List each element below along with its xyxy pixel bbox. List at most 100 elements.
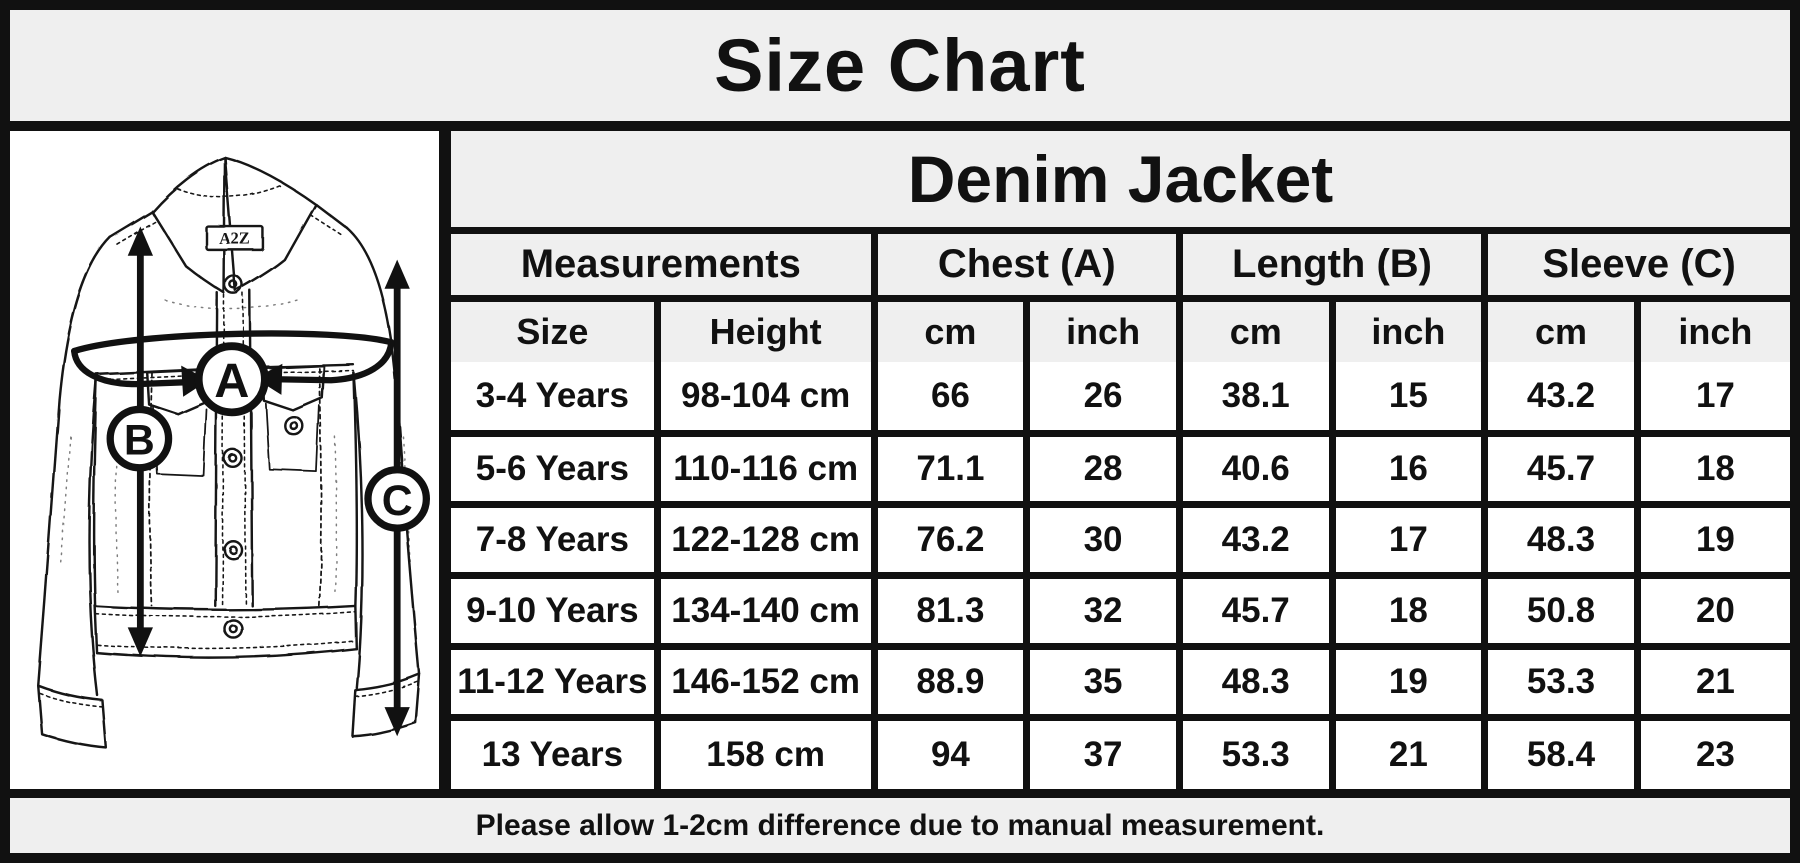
page-title: Size Chart	[714, 23, 1086, 107]
cell-sleeve-inch: 18	[1633, 429, 1790, 508]
header-length-cm: cm	[1175, 294, 1336, 362]
cell-length-cm: 45.7	[1175, 571, 1336, 651]
arrow-right-icon	[181, 365, 209, 397]
measurement-note: Please allow 1-2cm difference due to man…	[475, 808, 1325, 842]
cell-chest-inch: 30	[1023, 500, 1183, 579]
cell-length-cm: 48.3	[1175, 643, 1336, 722]
cell-chest-cm: 66	[870, 362, 1031, 437]
cell-sleeve-cm: 48.3	[1481, 500, 1641, 579]
sleeve-marker-label: C	[382, 477, 413, 525]
jacket-illustration: A2Z	[36, 156, 431, 750]
header-height: Height	[653, 294, 878, 362]
size-table: Denim Jacket Measurements Chest (A) Leng…	[451, 131, 1790, 789]
right-shoulder-stitch	[306, 212, 342, 236]
cell-size: 7-8 Years	[451, 500, 661, 579]
left-panel-seam	[148, 371, 153, 607]
cell-size: 5-6 Years	[451, 429, 661, 508]
left-body-side	[92, 379, 98, 608]
group-header-row: Measurements Chest (A) Length (B) Sleeve…	[451, 226, 1790, 302]
cell-sleeve-inch: 17	[1633, 362, 1790, 437]
length-marker: B	[106, 405, 173, 472]
chest-marker-label: A	[214, 354, 249, 408]
cell-chest-inch: 28	[1023, 429, 1183, 508]
collar-left	[150, 156, 227, 294]
header-length: Length (B)	[1175, 226, 1489, 302]
cell-chest-cm: 71.1	[870, 429, 1031, 508]
table-row: 9-10 Years 134-140 cm 81.3 32 45.7 18 50…	[451, 571, 1790, 651]
waistband-stitch-top	[94, 610, 356, 618]
cell-length-inch: 17	[1328, 500, 1489, 579]
cell-chest-cm: 81.3	[870, 571, 1031, 651]
content-area: A2Z	[10, 131, 1790, 789]
left-cuff-stitch	[39, 692, 106, 708]
cell-sleeve-cm: 45.7	[1481, 429, 1641, 508]
cell-sleeve-cm: 50.8	[1481, 571, 1641, 651]
right-shoulder	[314, 202, 349, 230]
table-row: 3-4 Years 98-104 cm 66 26 38.1 15 43.2 1…	[451, 362, 1790, 437]
cell-size: 9-10 Years	[451, 571, 661, 651]
title-band: Size Chart	[10, 10, 1790, 131]
hem	[95, 647, 358, 659]
right-body-side	[352, 371, 358, 608]
cell-sleeve-inch: 23	[1633, 714, 1790, 789]
placket-buttons	[222, 274, 244, 640]
waistband-top	[93, 604, 357, 612]
left-shoulder-stitch	[116, 219, 157, 245]
cell-size: 13 Years	[451, 714, 661, 789]
left-sleeve-inner	[87, 379, 99, 697]
jacket-panel: A2Z	[10, 131, 451, 789]
header-chest-cm: cm	[870, 294, 1031, 362]
left-cuff	[36, 684, 108, 750]
right-pocket-body	[264, 402, 321, 473]
cell-chest-cm: 94	[870, 714, 1031, 789]
sub-header-row: Size Height cm inch cm inch cm inch	[451, 294, 1790, 362]
table-row: 11-12 Years 146-152 cm 88.9 35 48.3 19 5…	[451, 643, 1790, 722]
arrow-down-icon	[127, 627, 153, 657]
brand-tag: A2Z	[205, 225, 265, 252]
cell-length-inch: 21	[1328, 714, 1489, 789]
cell-sleeve-cm: 43.2	[1481, 362, 1641, 437]
waistband-stitch-bottom	[96, 640, 357, 650]
arrow-up-icon	[127, 226, 153, 256]
waistband-left	[93, 604, 98, 654]
header-length-inch: inch	[1328, 294, 1489, 362]
arrow-up-icon	[384, 259, 410, 289]
cell-length-inch: 19	[1328, 643, 1489, 722]
right-cuff	[351, 672, 421, 738]
length-marker-label: B	[124, 417, 155, 465]
header-chest: Chest (A)	[870, 226, 1183, 302]
placket	[214, 289, 254, 608]
cell-length-inch: 15	[1328, 362, 1489, 437]
product-title-row: Denim Jacket	[451, 131, 1790, 234]
cell-sleeve-cm: 53.3	[1481, 643, 1641, 722]
table-row: 5-6 Years 110-116 cm 71.1 28 40.6 16 45.…	[451, 429, 1790, 508]
cell-length-cm: 53.3	[1175, 714, 1336, 789]
header-sleeve: Sleeve (C)	[1481, 226, 1790, 302]
arrow-down-icon	[384, 707, 410, 737]
brand-tag-label: A2Z	[219, 229, 250, 248]
size-table-wrap: Denim Jacket Measurements Chest (A) Leng…	[451, 131, 1790, 789]
cell-length-cm: 40.6	[1175, 429, 1336, 508]
header-chest-inch: inch	[1023, 294, 1183, 362]
cell-chest-cm: 76.2	[870, 500, 1031, 579]
cell-height: 134-140 cm	[653, 571, 878, 651]
cell-sleeve-inch: 21	[1633, 643, 1790, 722]
chest-marker: A	[194, 342, 269, 417]
cell-chest-inch: 35	[1023, 643, 1183, 722]
sleeve-marker: C	[364, 466, 431, 532]
cell-chest-cm: 88.9	[870, 643, 1031, 722]
product-title: Denim Jacket	[451, 131, 1790, 234]
right-panel-seam	[318, 367, 323, 607]
cell-chest-inch: 26	[1023, 362, 1183, 437]
cell-height: 98-104 cm	[653, 362, 878, 437]
cell-length-cm: 43.2	[1175, 500, 1336, 579]
right-cuff-stitch	[353, 681, 419, 698]
left-sleeve	[36, 236, 112, 687]
left-shoulder	[108, 210, 154, 239]
cell-length-inch: 18	[1328, 571, 1489, 651]
right-sleeve-inner	[352, 371, 364, 689]
cell-sleeve-cm: 58.4	[1481, 714, 1641, 789]
table-row: 13 Years 158 cm 94 37 53.3 21 58.4 23	[451, 714, 1790, 789]
placket-stitch	[221, 292, 247, 605]
